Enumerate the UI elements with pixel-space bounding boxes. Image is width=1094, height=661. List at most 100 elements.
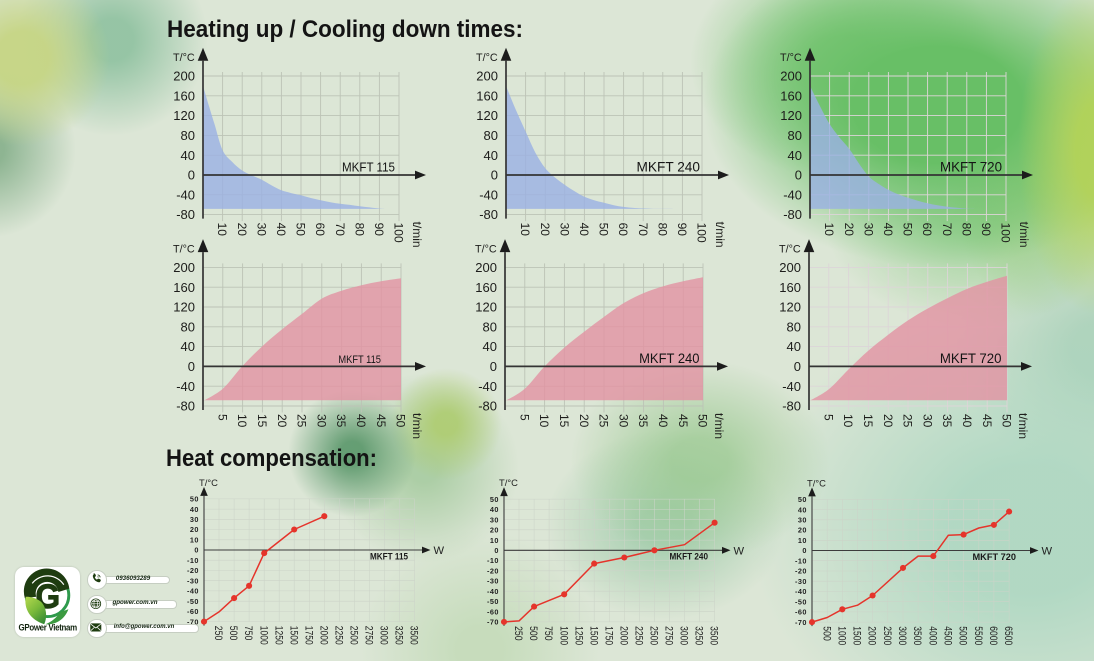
svg-text:t/min: t/min bbox=[712, 413, 726, 439]
svg-text:120: 120 bbox=[779, 300, 801, 315]
svg-text:MKFT 115: MKFT 115 bbox=[370, 551, 408, 561]
svg-text:160: 160 bbox=[779, 280, 801, 295]
svg-text:35: 35 bbox=[636, 414, 650, 428]
svg-text:4000: 4000 bbox=[926, 626, 938, 645]
svg-text:-70: -70 bbox=[487, 618, 499, 627]
svg-text:t/min: t/min bbox=[410, 222, 424, 248]
svg-text:-40: -40 bbox=[487, 587, 499, 596]
svg-text:20: 20 bbox=[538, 223, 552, 237]
svg-text:W: W bbox=[1042, 546, 1053, 558]
svg-text:-10: -10 bbox=[795, 556, 807, 565]
svg-text:30: 30 bbox=[557, 223, 571, 237]
svg-text:6500: 6500 bbox=[1002, 626, 1014, 645]
svg-text:20: 20 bbox=[190, 525, 199, 534]
svg-text:3000: 3000 bbox=[378, 626, 390, 645]
svg-text:20: 20 bbox=[577, 414, 591, 428]
svg-text:500: 500 bbox=[227, 626, 239, 641]
svg-text:40: 40 bbox=[490, 505, 499, 514]
svg-text:10: 10 bbox=[235, 414, 249, 428]
svg-text:70: 70 bbox=[333, 223, 347, 237]
svg-text:45: 45 bbox=[980, 414, 994, 428]
svg-text:-30: -30 bbox=[487, 577, 499, 586]
svg-text:80: 80 bbox=[352, 223, 366, 237]
svg-text:MKFT 240: MKFT 240 bbox=[637, 160, 701, 175]
svg-text:90: 90 bbox=[372, 223, 386, 237]
svg-text:-60: -60 bbox=[487, 607, 499, 616]
svg-text:200: 200 bbox=[173, 69, 195, 84]
svg-text:20: 20 bbox=[235, 223, 249, 237]
svg-text:90: 90 bbox=[979, 223, 993, 237]
svg-text:30: 30 bbox=[314, 414, 328, 428]
svg-text:20: 20 bbox=[798, 526, 807, 535]
svg-text:0: 0 bbox=[794, 359, 801, 374]
svg-text:160: 160 bbox=[173, 280, 195, 295]
svg-text:200: 200 bbox=[475, 260, 497, 275]
svg-text:50: 50 bbox=[696, 414, 710, 428]
svg-text:-20: -20 bbox=[795, 567, 807, 576]
svg-text:120: 120 bbox=[173, 300, 195, 315]
svg-text:0: 0 bbox=[194, 546, 198, 555]
svg-text:40: 40 bbox=[483, 339, 497, 354]
svg-text:MKFT 240: MKFT 240 bbox=[670, 552, 709, 562]
svg-text:200: 200 bbox=[779, 260, 801, 275]
svg-text:0: 0 bbox=[188, 359, 195, 374]
svg-text:1500: 1500 bbox=[587, 626, 599, 645]
svg-text:60: 60 bbox=[313, 223, 327, 237]
svg-text:-50: -50 bbox=[487, 597, 499, 606]
svg-text:-80: -80 bbox=[176, 399, 195, 414]
svg-text:20: 20 bbox=[275, 414, 289, 428]
svg-text:2000: 2000 bbox=[617, 626, 629, 645]
svg-text:MKFT 115: MKFT 115 bbox=[338, 354, 381, 366]
svg-text:3000: 3000 bbox=[678, 626, 690, 645]
svg-text:80: 80 bbox=[181, 128, 195, 143]
svg-text:250: 250 bbox=[512, 626, 524, 641]
svg-text:-80: -80 bbox=[782, 399, 801, 414]
svg-text:50: 50 bbox=[901, 223, 915, 237]
svg-text:-10: -10 bbox=[487, 556, 499, 565]
svg-text:5: 5 bbox=[517, 414, 531, 421]
svg-text:100: 100 bbox=[999, 223, 1013, 243]
svg-text:0: 0 bbox=[491, 168, 498, 183]
svg-text:50: 50 bbox=[1000, 414, 1014, 428]
svg-text:10: 10 bbox=[841, 414, 855, 428]
svg-text:40: 40 bbox=[181, 148, 195, 163]
svg-text:-50: -50 bbox=[795, 597, 807, 606]
svg-text:t/min: t/min bbox=[1016, 413, 1030, 439]
svg-text:T/°C: T/°C bbox=[173, 52, 195, 64]
svg-text:-60: -60 bbox=[795, 608, 807, 617]
svg-text:80: 80 bbox=[181, 319, 195, 334]
svg-text:T/°C: T/°C bbox=[779, 244, 801, 256]
svg-text:MKFT 720: MKFT 720 bbox=[973, 552, 1017, 562]
svg-text:-40: -40 bbox=[783, 187, 802, 202]
svg-text:5000: 5000 bbox=[957, 626, 969, 645]
svg-text:100: 100 bbox=[392, 223, 406, 243]
svg-text:3250: 3250 bbox=[393, 626, 405, 645]
svg-text:40: 40 bbox=[577, 223, 591, 237]
svg-text:W: W bbox=[434, 545, 445, 557]
svg-text:2500: 2500 bbox=[348, 626, 360, 645]
svg-text:GPower Vietnam: GPower Vietnam bbox=[19, 621, 77, 632]
svg-text:40: 40 bbox=[181, 339, 195, 354]
svg-text:-60: -60 bbox=[187, 607, 199, 616]
svg-text:-40: -40 bbox=[795, 587, 807, 596]
svg-text:10: 10 bbox=[537, 414, 551, 428]
svg-text:50: 50 bbox=[490, 495, 499, 504]
svg-text:60: 60 bbox=[616, 223, 630, 237]
svg-text:5: 5 bbox=[821, 414, 835, 421]
svg-text:10: 10 bbox=[190, 536, 199, 545]
svg-text:15: 15 bbox=[255, 414, 269, 428]
svg-text:T/°C: T/°C bbox=[807, 477, 826, 488]
svg-text:1250: 1250 bbox=[272, 626, 284, 645]
svg-text:0: 0 bbox=[494, 546, 498, 555]
svg-text:MKFT 720: MKFT 720 bbox=[940, 160, 1002, 175]
svg-text:2500: 2500 bbox=[648, 626, 660, 645]
svg-text:50: 50 bbox=[294, 223, 308, 237]
svg-text:0: 0 bbox=[795, 168, 802, 183]
svg-text:T/°C: T/°C bbox=[780, 52, 802, 64]
svg-text:-80: -80 bbox=[783, 207, 802, 222]
svg-text:20: 20 bbox=[490, 526, 499, 535]
svg-text:15: 15 bbox=[557, 414, 571, 428]
svg-text:30: 30 bbox=[190, 515, 199, 524]
svg-text:20: 20 bbox=[881, 414, 895, 428]
svg-text:0: 0 bbox=[188, 168, 195, 183]
